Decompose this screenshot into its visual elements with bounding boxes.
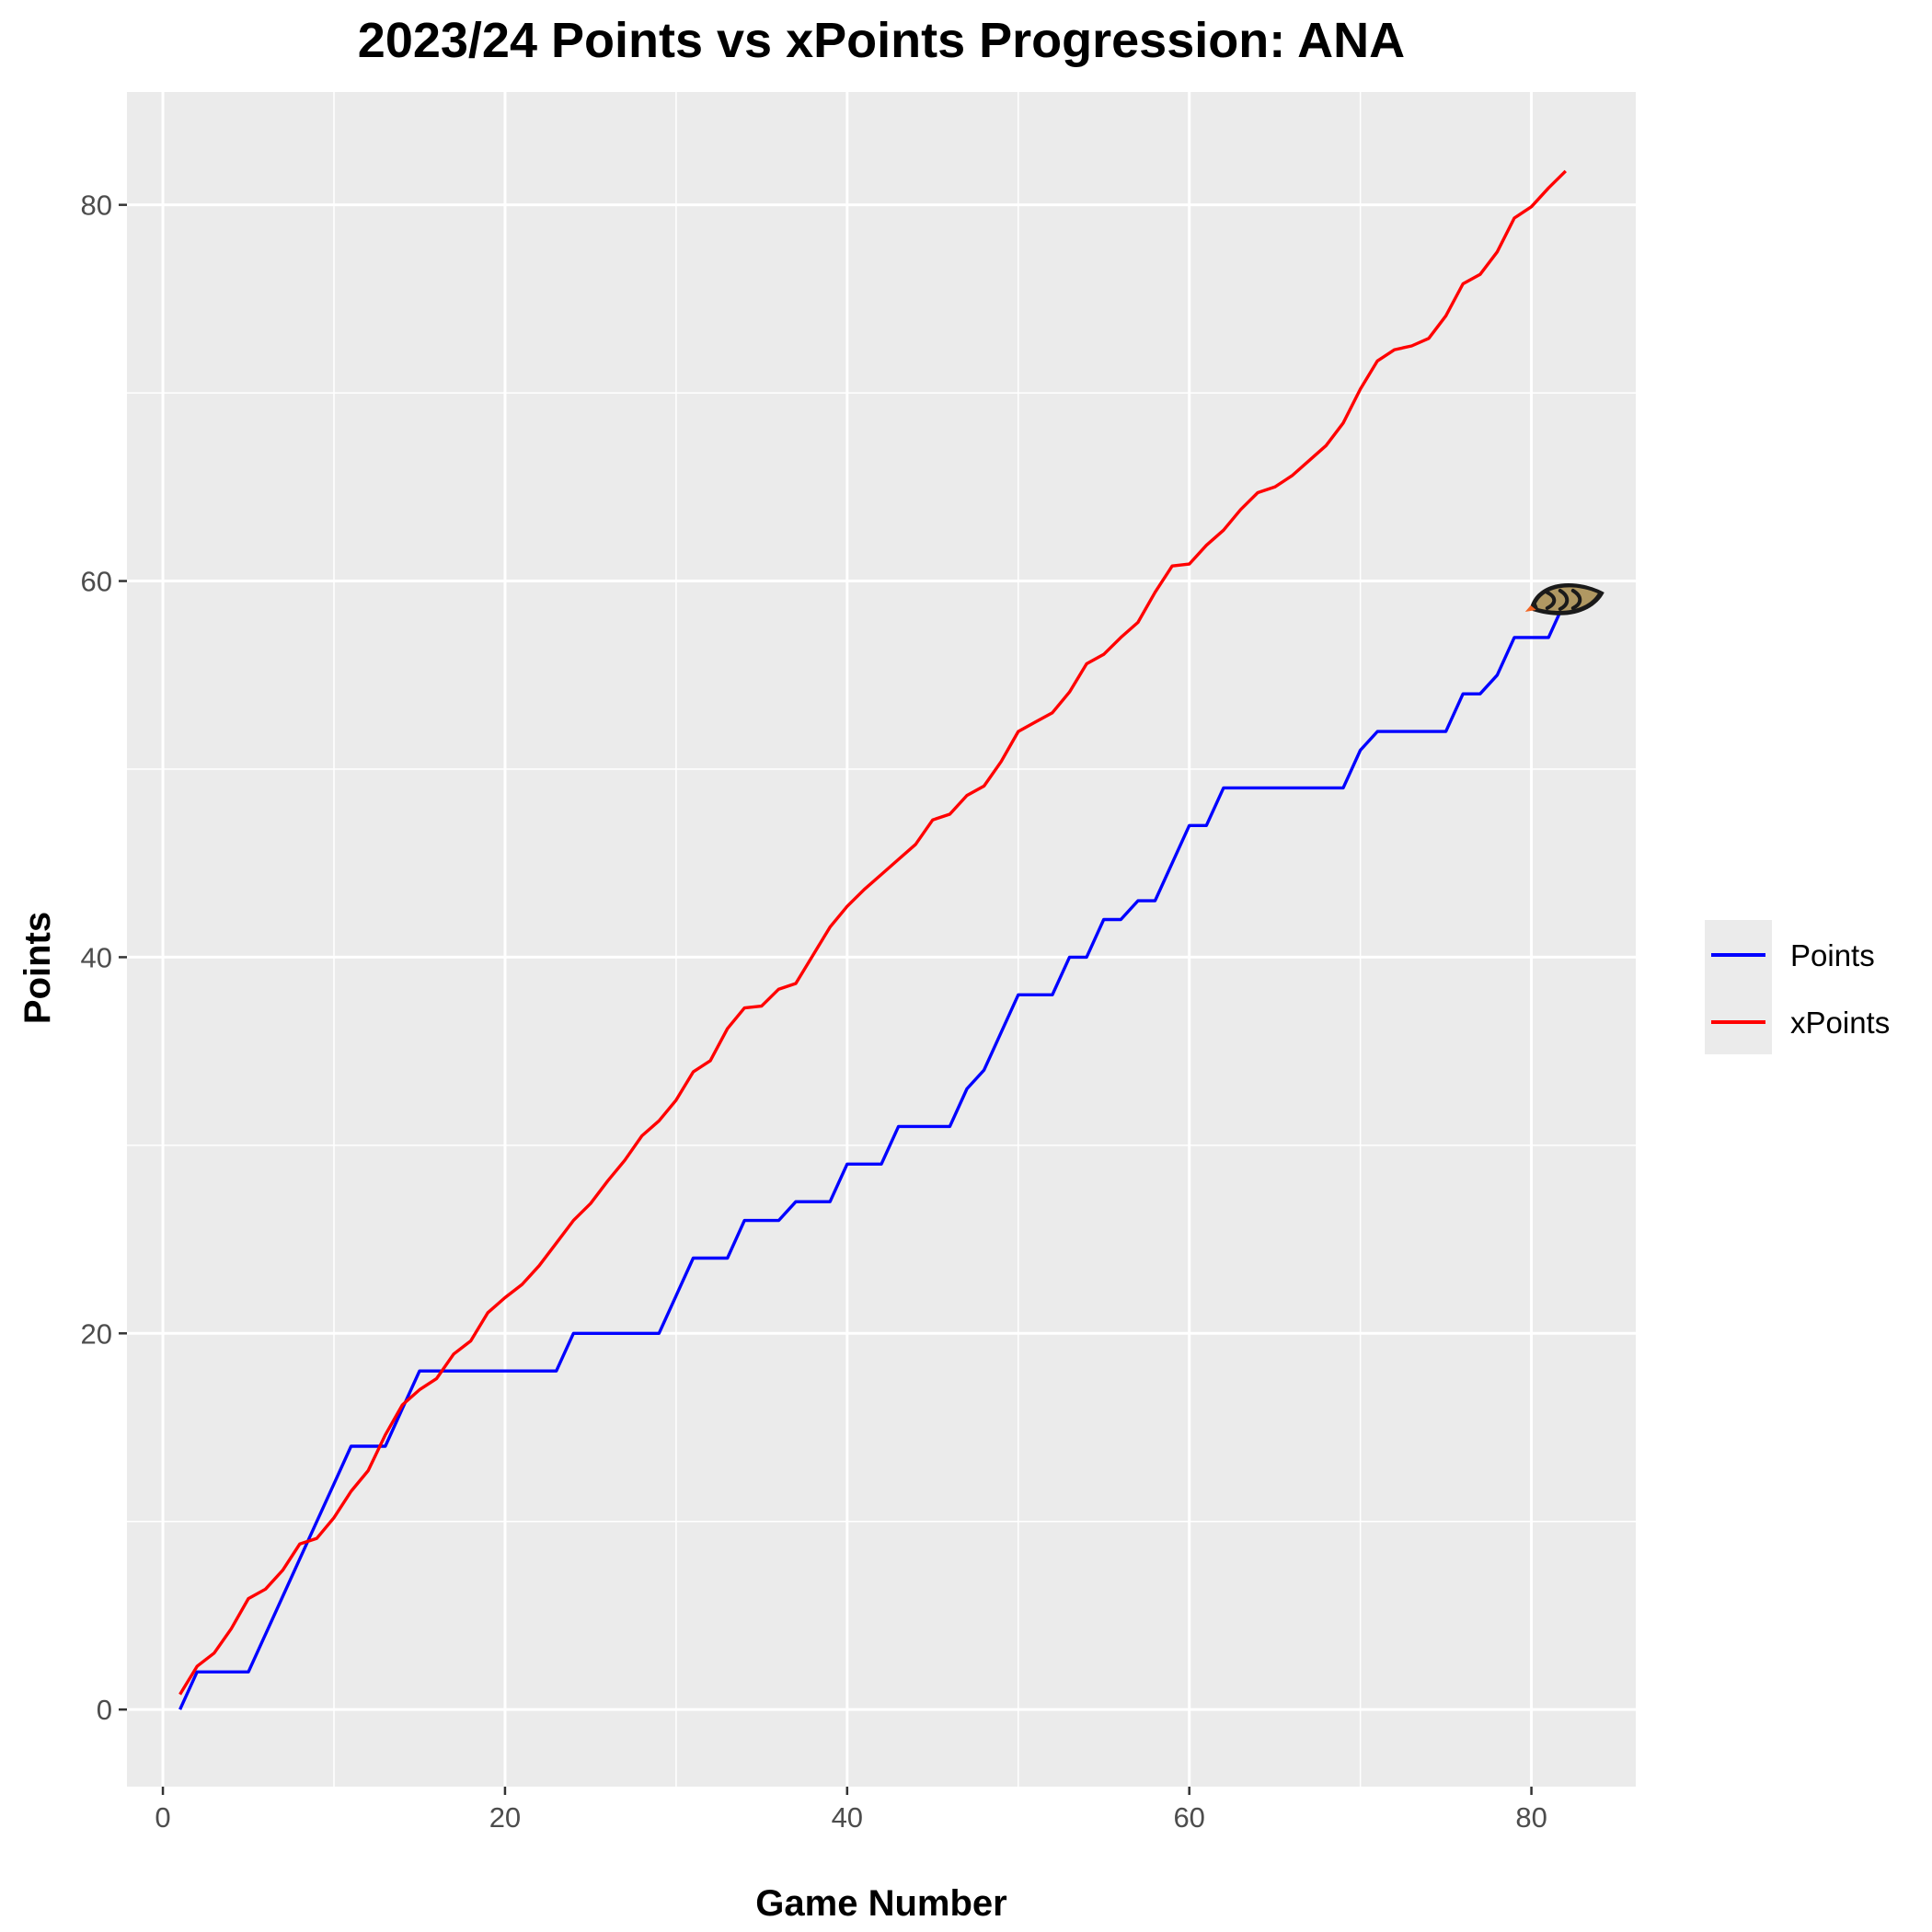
y-axis-title: Points — [17, 912, 58, 1024]
y-tick-label: 40 — [81, 941, 112, 973]
series-line-points — [178, 599, 1568, 1710]
x-tick-label: 20 — [489, 1801, 521, 1834]
legend-label-points: Points — [1790, 938, 1875, 972]
x-tick-label: 0 — [155, 1801, 170, 1834]
tick-labels: 0 20 40 60 80 0 20 40 60 80 — [81, 190, 1547, 1834]
y-tick-label: 0 — [97, 1694, 112, 1726]
x-axis-title: Game Number — [755, 1883, 1006, 1924]
y-tick-label: 80 — [81, 190, 112, 222]
minor-gridlines — [127, 92, 1636, 1787]
y-tick-label: 20 — [81, 1317, 112, 1350]
legend-key-background — [1705, 920, 1772, 1054]
x-tick-label: 40 — [832, 1801, 863, 1834]
chart-title: 2023/24 Points vs xPoints Progression: A… — [358, 13, 1405, 68]
major-gridlines — [127, 92, 1636, 1787]
plot-panel — [127, 92, 1636, 1787]
axis-ticks — [119, 203, 1533, 1795]
anaheim-ducks-logo — [1524, 582, 1604, 615]
legend-label-xpoints: xPoints — [1790, 1006, 1890, 1040]
legend: Points xPoints — [1705, 920, 1890, 1054]
series-lines — [178, 169, 1568, 1710]
x-tick-label: 80 — [1515, 1801, 1547, 1834]
series-line-xpoints — [178, 169, 1567, 1696]
y-tick-label: 60 — [81, 566, 112, 598]
x-tick-label: 60 — [1173, 1801, 1204, 1834]
